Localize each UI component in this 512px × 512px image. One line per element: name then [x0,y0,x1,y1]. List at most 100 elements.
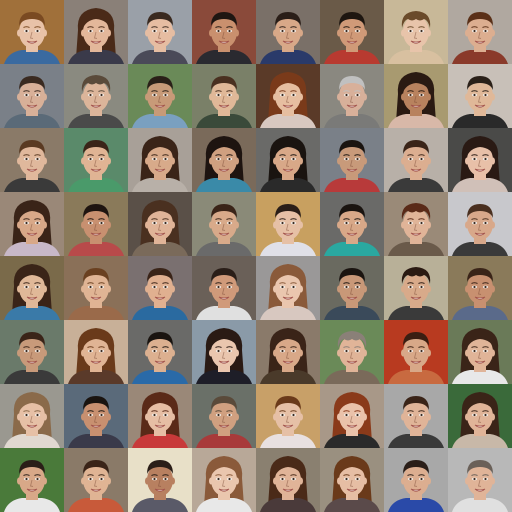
smile [90,232,102,236]
nose [221,479,226,487]
nose [157,479,162,487]
ear [43,221,47,229]
hair [209,332,239,350]
pupil [281,349,284,353]
shirt [388,114,444,128]
portrait-image [128,192,192,256]
face-tile [128,256,192,320]
shirt [196,498,252,512]
nose [29,351,34,359]
ear [209,349,213,357]
eyebrow [418,154,425,156]
nose [477,479,482,487]
eyebrow [87,410,94,412]
ear [491,29,495,37]
shirt [324,242,380,256]
ear [171,349,175,357]
eyebrow [354,90,361,92]
portrait-image [192,64,256,128]
pupil [356,93,359,97]
face [275,16,301,48]
pupil [473,157,476,161]
hair [83,204,109,218]
face [403,272,429,304]
ear [145,221,149,229]
shirt [196,114,252,128]
hair [401,267,431,284]
face [147,336,173,368]
face-tile [192,320,256,384]
ear [465,285,469,293]
face [339,208,365,240]
nose [29,223,34,231]
pupil [217,29,220,33]
pupil [420,285,423,289]
ear [273,285,277,293]
shirt [324,498,380,512]
pupil [281,413,284,417]
face [339,144,365,176]
eyebrow [215,410,222,412]
smile [154,296,166,300]
portrait-image [192,384,256,448]
shirt [452,114,508,128]
nose [477,287,482,295]
nose [93,479,98,487]
eyebrow [34,282,41,284]
portrait-image [128,448,192,512]
shirt [132,370,188,384]
shirt [388,434,444,448]
face-tile [0,448,64,512]
face [275,272,301,304]
ear [81,93,85,101]
face [147,208,173,240]
eyebrow [279,282,286,284]
eyebrow [482,90,489,92]
nose [285,31,290,39]
ear [427,221,431,229]
hair [275,12,301,26]
hair [339,140,365,154]
face [19,400,45,432]
portrait-image [384,64,448,128]
shirt [132,434,188,448]
pupil [281,29,284,33]
smile [474,424,486,428]
pupil [473,29,476,33]
ear [171,29,175,37]
hair [145,140,175,158]
smile [154,168,166,172]
face-tile [192,192,256,256]
pupil [100,349,103,353]
ear [465,413,469,421]
pupil [356,157,359,161]
ear [145,93,149,101]
face [19,336,45,368]
ear [107,29,111,37]
hair [467,76,493,90]
portrait-image [192,128,256,192]
portrait-image [128,64,192,128]
pupil [345,29,348,33]
nose [157,159,162,167]
portrait-image [320,0,384,64]
ear [43,93,47,101]
shirt [260,306,316,320]
portrait-image [448,192,512,256]
eyebrow [98,218,105,220]
face-tile [64,256,128,320]
eyebrow [407,26,414,28]
face-tile [0,64,64,128]
smile [218,296,230,300]
face [339,16,365,48]
ear [363,477,367,485]
hair [467,204,493,218]
portrait-image [448,384,512,448]
portrait-image [384,320,448,384]
face-tile [64,384,128,448]
pupil [292,157,295,161]
ear [363,285,367,293]
ear [107,349,111,357]
pupil [25,221,28,225]
smile [282,488,294,492]
